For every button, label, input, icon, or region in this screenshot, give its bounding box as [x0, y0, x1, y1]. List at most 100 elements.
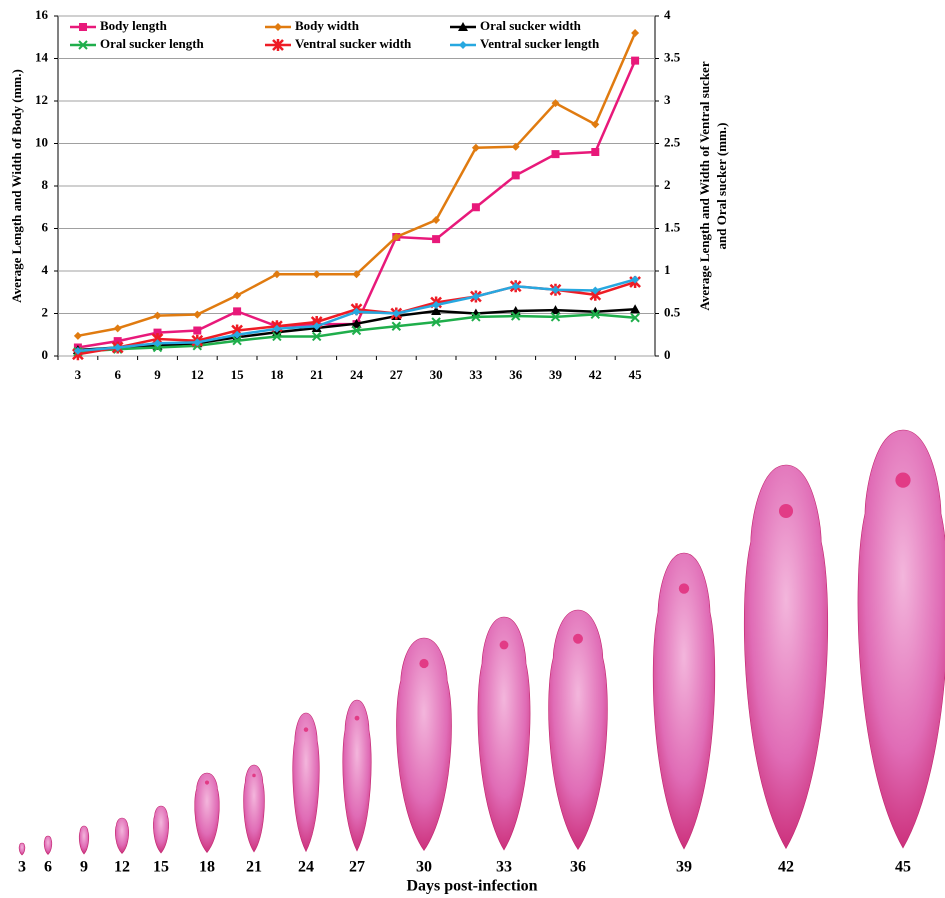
sucker	[573, 634, 583, 644]
x-tick-label: 6	[114, 367, 121, 382]
day-label: 33	[496, 859, 512, 876]
sucker	[355, 716, 360, 721]
day-label: 12	[114, 859, 130, 876]
worm-specimen	[293, 713, 320, 852]
marker	[154, 312, 162, 320]
worm-specimen	[478, 617, 530, 850]
marker	[472, 203, 480, 211]
marker	[591, 148, 599, 156]
marker	[114, 324, 122, 332]
sucker	[304, 727, 308, 731]
legend-label: Oral sucker width	[480, 18, 582, 33]
legend-label: Ventral sucker width	[295, 36, 412, 51]
marker	[631, 57, 639, 65]
y-tick-label: 16	[35, 7, 49, 22]
day-label: 18	[199, 859, 215, 876]
day-label: 42	[778, 859, 794, 876]
y2-tick-label: 0.5	[664, 304, 681, 319]
worm-specimen	[44, 836, 52, 855]
marker	[512, 171, 520, 179]
marker	[552, 150, 560, 158]
y2-tick-label: 2.5	[664, 134, 681, 149]
worm-specimen	[396, 638, 451, 851]
x-tick-label: 12	[191, 367, 204, 382]
marker	[193, 327, 201, 335]
day-label: 27	[349, 859, 365, 876]
x-tick-label: 18	[270, 367, 284, 382]
legend-label: Ventral sucker length	[480, 36, 600, 51]
x-tick-label: 36	[509, 367, 523, 382]
marker	[74, 332, 82, 340]
marker	[631, 29, 639, 37]
x-tick-label: 27	[390, 367, 404, 382]
y-axis-label: Average Length and Width of Body (mm.)	[9, 69, 24, 303]
sucker	[895, 473, 910, 488]
sucker	[205, 780, 209, 784]
x-tick-label: 21	[310, 367, 323, 382]
y2-tick-label: 3	[664, 92, 671, 107]
sucker	[779, 504, 793, 518]
y-tick-label: 8	[42, 177, 49, 192]
day-label: 36	[570, 859, 586, 876]
worm-specimen	[549, 610, 608, 850]
y-tick-label: 2	[42, 304, 49, 319]
y-tick-label: 4	[42, 262, 49, 277]
figure: Average Length and Width of Body (mm.) A…	[0, 0, 945, 898]
marker	[79, 23, 87, 31]
y-tick-label: 0	[42, 347, 49, 362]
worm-specimen	[19, 843, 25, 855]
x-tick-label: 30	[430, 367, 443, 382]
marker	[233, 307, 241, 315]
x-tick-label: 24	[350, 367, 364, 382]
sucker	[500, 641, 509, 650]
y-tick-label: 12	[35, 92, 48, 107]
x-tick-label: 42	[589, 367, 602, 382]
day-label: 21	[246, 859, 262, 876]
marker	[193, 311, 201, 319]
day-label: 45	[895, 859, 911, 876]
day-label: 6	[44, 859, 52, 876]
sucker	[679, 583, 689, 593]
sucker	[419, 659, 428, 668]
worm-specimen	[343, 700, 371, 851]
x-tick-label: 9	[154, 367, 161, 382]
worm-specimen	[653, 553, 715, 849]
y-tick-label: 6	[42, 219, 49, 234]
y2-tick-label: 0	[664, 347, 671, 362]
legend-label: Oral sucker length	[100, 36, 205, 51]
y2-tick-label: 1	[664, 262, 671, 277]
y2-tick-label: 1.5	[664, 219, 681, 234]
worm-specimen	[153, 806, 168, 853]
worm-specimen	[744, 465, 827, 849]
photo-x-label: Days post-infection	[406, 878, 537, 895]
x-tick-label: 45	[629, 367, 643, 382]
worm-specimen	[79, 826, 88, 854]
worm-specimen	[115, 818, 128, 854]
worm-specimen	[195, 773, 220, 853]
day-label: 15	[153, 859, 169, 876]
legend-label: Body length	[100, 18, 168, 33]
x-tick-label: 33	[469, 367, 483, 382]
y-tick-label: 10	[35, 134, 48, 149]
y2-axis-label: and Oral sucker (mm.)	[714, 123, 729, 250]
legend-label: Body width	[295, 18, 360, 33]
x-tick-label: 39	[549, 367, 563, 382]
y2-axis-label: Average Length and Width of Ventral suck…	[697, 61, 712, 310]
marker	[274, 23, 282, 31]
day-label: 39	[676, 859, 692, 876]
day-label: 30	[416, 859, 432, 876]
day-label: 24	[298, 859, 314, 876]
marker	[432, 235, 440, 243]
y2-tick-label: 2	[664, 177, 671, 192]
day-label: 3	[18, 859, 26, 876]
marker	[459, 41, 467, 49]
sucker	[252, 774, 256, 778]
worm-specimen	[244, 765, 265, 852]
x-tick-label: 3	[75, 367, 82, 382]
x-tick-label: 15	[231, 367, 245, 382]
y-tick-label: 14	[35, 49, 49, 64]
y2-tick-label: 3.5	[664, 49, 681, 64]
day-label: 9	[80, 859, 88, 876]
y2-tick-label: 4	[664, 7, 671, 22]
worm-specimen	[858, 430, 945, 848]
